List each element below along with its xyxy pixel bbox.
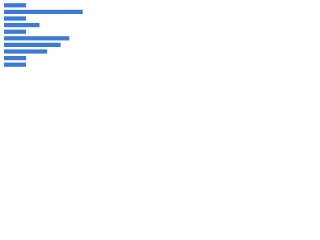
page: {"chart_data": {"type": "bar", "orientat… — [0, 0, 100, 71]
bar — [4, 16, 27, 21]
bar — [4, 49, 48, 54]
bar — [4, 36, 70, 41]
bar — [4, 22, 40, 28]
bar — [4, 3, 27, 8]
bar — [4, 42, 61, 48]
bar — [4, 62, 27, 67]
chart — [4, 3, 83, 67]
bar — [4, 55, 27, 61]
bar — [4, 9, 83, 15]
bar — [4, 29, 27, 34]
